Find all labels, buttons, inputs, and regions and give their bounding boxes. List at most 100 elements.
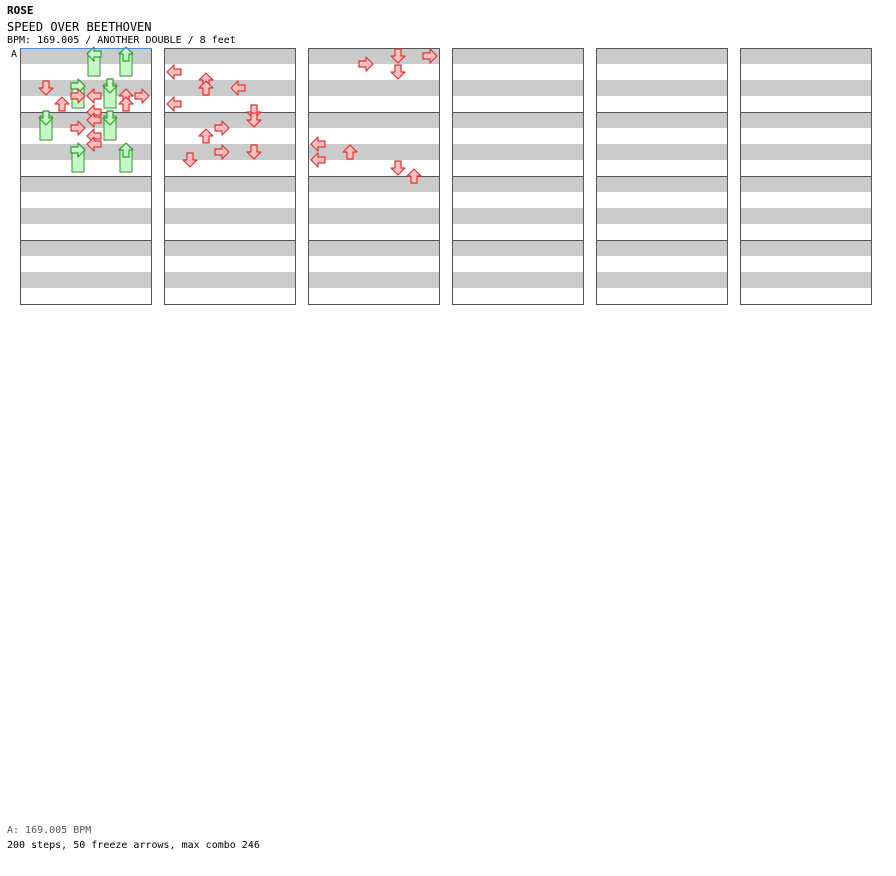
beat-stripe [20,144,152,160]
beat-stripe [740,256,872,272]
beat-stripe [452,240,584,256]
chart-column [308,48,440,305]
chart-column [20,48,152,305]
beat-stripe [164,288,296,304]
chart-stats: 200 steps, 50 freeze arrows, max combo 2… [7,840,260,851]
beat-stripe [452,160,584,176]
beat-stripe [20,112,152,128]
beat-stripe [452,112,584,128]
measure-columns [20,48,872,305]
beat-stripe [596,144,728,160]
column-border [452,48,584,305]
beat-stripe [164,64,296,80]
bpm-summary: A: 169.005 BPM [7,825,92,836]
bpm-marker-label: A [11,49,17,60]
beat-stripe [596,272,728,288]
beat-stripe [308,64,440,80]
chart-column [596,48,728,305]
beat-stripe [308,176,440,192]
beat-stripe [20,288,152,304]
beat-stripe [596,256,728,272]
beat-stripe [20,224,152,240]
beat-stripe [452,192,584,208]
beat-stripe [20,240,152,256]
beat-stripe [596,192,728,208]
beat-stripe [308,208,440,224]
beat-stripe [308,128,440,144]
beat-stripe [596,176,728,192]
beat-stripe [308,48,440,64]
beat-stripe [452,144,584,160]
beat-stripe [164,256,296,272]
beat-stripe [452,208,584,224]
beat-stripe [308,112,440,128]
beat-stripe [164,176,296,192]
beat-stripe [308,224,440,240]
beat-stripe [596,128,728,144]
beat-stripe [740,240,872,256]
beat-stripe [740,208,872,224]
beat-stripe [20,192,152,208]
beat-stripe [164,128,296,144]
beat-stripe [740,176,872,192]
beat-stripe [596,288,728,304]
beat-stripe [164,96,296,112]
beat-stripe [740,80,872,96]
beat-stripe [308,256,440,272]
beat-stripe [308,96,440,112]
beat-stripe [20,208,152,224]
beat-stripe [164,240,296,256]
beat-stripe [596,96,728,112]
beat-stripe [452,96,584,112]
beat-stripe [740,112,872,128]
beat-stripe [20,256,152,272]
beat-stripe [452,272,584,288]
beat-stripe [164,112,296,128]
beat-stripe [164,160,296,176]
beat-stripe [596,160,728,176]
column-border [308,48,440,305]
beat-stripe [740,128,872,144]
beat-stripe [452,48,584,64]
beat-stripe [452,64,584,80]
beat-stripe [740,96,872,112]
beat-stripe [740,192,872,208]
column-border [740,48,872,305]
song-title: SPEED OVER BEETHOVEN [7,20,152,34]
beat-stripe [596,240,728,256]
beat-stripe [740,48,872,64]
chart-meta: BPM: 169.005 / ANOTHER DOUBLE / 8 feet [7,35,236,46]
beat-stripe [308,240,440,256]
beat-stripe [740,288,872,304]
beat-stripe [20,272,152,288]
beat-stripe [164,224,296,240]
beat-stripe [20,48,152,64]
beat-stripe [20,96,152,112]
beat-stripe [596,80,728,96]
song-artist: ROSE [7,4,34,17]
beat-stripe [596,64,728,80]
beat-stripe [596,208,728,224]
beat-stripe [164,192,296,208]
beat-stripe [452,176,584,192]
beat-stripe [740,272,872,288]
beat-stripe [20,64,152,80]
beat-stripe [740,160,872,176]
beat-stripe [308,144,440,160]
beat-stripe [164,272,296,288]
beat-stripe [20,80,152,96]
beat-stripe [452,224,584,240]
beat-stripe [20,176,152,192]
beat-stripe [308,192,440,208]
column-border [164,48,296,305]
chart-column [740,48,872,305]
beat-stripe [740,144,872,160]
beat-stripe [164,80,296,96]
beat-stripe [164,48,296,64]
beat-stripe [20,128,152,144]
beat-stripe [308,80,440,96]
beat-stripe [452,80,584,96]
beat-stripe [596,48,728,64]
beat-stripe [308,160,440,176]
